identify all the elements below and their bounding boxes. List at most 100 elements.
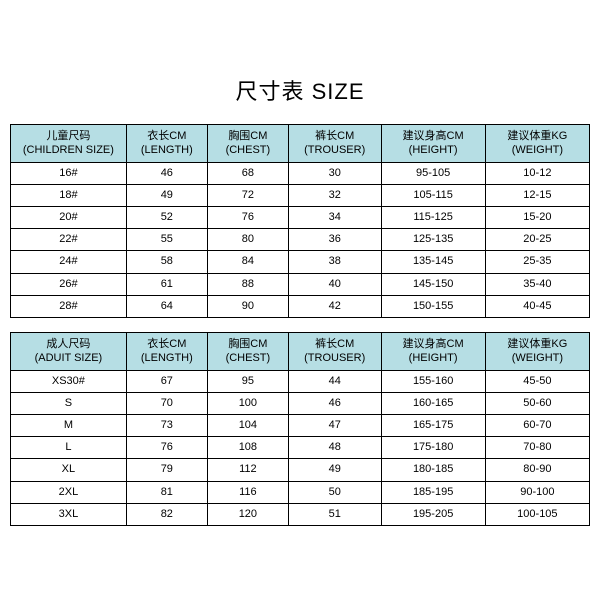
table-cell: 185-195 bbox=[381, 481, 485, 503]
table-spacer bbox=[10, 318, 590, 332]
table-cell: 125-135 bbox=[381, 229, 485, 251]
col-chest: 胸围CM (CHEST) bbox=[207, 125, 288, 163]
table-cell: 50 bbox=[288, 481, 381, 503]
table-cell: 40-45 bbox=[485, 295, 589, 317]
table-cell: 112 bbox=[207, 459, 288, 481]
table-cell: 76 bbox=[126, 437, 207, 459]
table-cell: 104 bbox=[207, 414, 288, 436]
table-cell: 20# bbox=[11, 207, 127, 229]
col-trouser: 裤长CM (TROUSER) bbox=[288, 333, 381, 371]
table-cell: 51 bbox=[288, 503, 381, 525]
table-cell: 40 bbox=[288, 273, 381, 295]
table-cell: 48 bbox=[288, 437, 381, 459]
table-cell: 3XL bbox=[11, 503, 127, 525]
table-cell: 88 bbox=[207, 273, 288, 295]
table-cell: 30 bbox=[288, 162, 381, 184]
table-cell: 46 bbox=[126, 162, 207, 184]
table-cell: 26# bbox=[11, 273, 127, 295]
table-cell: 15-20 bbox=[485, 207, 589, 229]
table-row: 3XL8212051195-205100-105 bbox=[11, 503, 590, 525]
table-cell: 32 bbox=[288, 184, 381, 206]
table-cell: M bbox=[11, 414, 127, 436]
col-chest: 胸围CM (CHEST) bbox=[207, 333, 288, 371]
table-cell: 175-180 bbox=[381, 437, 485, 459]
table-row: 26#618840145-15035-40 bbox=[11, 273, 590, 295]
table-row: S7010046160-16550-60 bbox=[11, 392, 590, 414]
table-cell: XS30# bbox=[11, 370, 127, 392]
table-cell: 84 bbox=[207, 251, 288, 273]
table-cell: 76 bbox=[207, 207, 288, 229]
table-cell: 28# bbox=[11, 295, 127, 317]
table-cell: 38 bbox=[288, 251, 381, 273]
table-cell: 100-105 bbox=[485, 503, 589, 525]
table-cell: 35-40 bbox=[485, 273, 589, 295]
table-cell: 49 bbox=[288, 459, 381, 481]
children-header-row: 儿童尺码 (CHILDREN SIZE) 衣长CM (LENGTH) 胸围CM … bbox=[11, 125, 590, 163]
table-cell: 60-70 bbox=[485, 414, 589, 436]
table-cell: 10-12 bbox=[485, 162, 589, 184]
table-cell: 180-185 bbox=[381, 459, 485, 481]
table-row: 20#527634115-12515-20 bbox=[11, 207, 590, 229]
table-cell: 135-145 bbox=[381, 251, 485, 273]
table-cell: 68 bbox=[207, 162, 288, 184]
table-row: L7610848175-18070-80 bbox=[11, 437, 590, 459]
table-cell: 22# bbox=[11, 229, 127, 251]
table-cell: 79 bbox=[126, 459, 207, 481]
table-row: XL7911249180-18580-90 bbox=[11, 459, 590, 481]
table-cell: 16# bbox=[11, 162, 127, 184]
table-cell: 64 bbox=[126, 295, 207, 317]
table-row: 22#558036125-13520-25 bbox=[11, 229, 590, 251]
table-cell: 20-25 bbox=[485, 229, 589, 251]
col-children-size: 儿童尺码 (CHILDREN SIZE) bbox=[11, 125, 127, 163]
children-size-table: 儿童尺码 (CHILDREN SIZE) 衣长CM (LENGTH) 胸围CM … bbox=[10, 124, 590, 318]
table-cell: 95 bbox=[207, 370, 288, 392]
adult-size-table: 成人尺码 (ADUIT SIZE) 衣长CM (LENGTH) 胸围CM (CH… bbox=[10, 332, 590, 526]
table-cell: 45-50 bbox=[485, 370, 589, 392]
table-cell: 70-80 bbox=[485, 437, 589, 459]
table-cell: 25-35 bbox=[485, 251, 589, 273]
table-row: M7310447165-17560-70 bbox=[11, 414, 590, 436]
table-cell: 165-175 bbox=[381, 414, 485, 436]
table-cell: 116 bbox=[207, 481, 288, 503]
table-cell: 70 bbox=[126, 392, 207, 414]
table-cell: 47 bbox=[288, 414, 381, 436]
page-title: 尺寸表 SIZE bbox=[10, 74, 590, 106]
table-cell: 80 bbox=[207, 229, 288, 251]
table-cell: S bbox=[11, 392, 127, 414]
table-cell: 55 bbox=[126, 229, 207, 251]
table-cell: 49 bbox=[126, 184, 207, 206]
size-chart-page: 尺寸表 SIZE 儿童尺码 (CHILDREN SIZE) 衣长CM (LENG… bbox=[10, 64, 590, 536]
table-cell: 82 bbox=[126, 503, 207, 525]
table-cell: 145-150 bbox=[381, 273, 485, 295]
table-cell: 44 bbox=[288, 370, 381, 392]
table-cell: 42 bbox=[288, 295, 381, 317]
col-length: 衣长CM (LENGTH) bbox=[126, 333, 207, 371]
table-cell: 195-205 bbox=[381, 503, 485, 525]
table-cell: 12-15 bbox=[485, 184, 589, 206]
table-cell: 120 bbox=[207, 503, 288, 525]
table-cell: 73 bbox=[126, 414, 207, 436]
table-cell: 52 bbox=[126, 207, 207, 229]
table-row: 16#46683095-10510-12 bbox=[11, 162, 590, 184]
table-cell: 90-100 bbox=[485, 481, 589, 503]
col-weight: 建议体重KG (WEIGHT) bbox=[485, 333, 589, 371]
col-adult-size: 成人尺码 (ADUIT SIZE) bbox=[11, 333, 127, 371]
col-trouser: 裤长CM (TROUSER) bbox=[288, 125, 381, 163]
table-row: 24#588438135-14525-35 bbox=[11, 251, 590, 273]
table-cell: 2XL bbox=[11, 481, 127, 503]
table-cell: 72 bbox=[207, 184, 288, 206]
col-length: 衣长CM (LENGTH) bbox=[126, 125, 207, 163]
table-cell: 105-115 bbox=[381, 184, 485, 206]
table-cell: 80-90 bbox=[485, 459, 589, 481]
table-cell: 36 bbox=[288, 229, 381, 251]
table-cell: 34 bbox=[288, 207, 381, 229]
table-cell: 90 bbox=[207, 295, 288, 317]
table-cell: XL bbox=[11, 459, 127, 481]
table-cell: 108 bbox=[207, 437, 288, 459]
table-cell: 61 bbox=[126, 273, 207, 295]
table-row: 28#649042150-15540-45 bbox=[11, 295, 590, 317]
table-cell: 160-165 bbox=[381, 392, 485, 414]
table-cell: 24# bbox=[11, 251, 127, 273]
table-row: 2XL8111650185-19590-100 bbox=[11, 481, 590, 503]
table-cell: 100 bbox=[207, 392, 288, 414]
